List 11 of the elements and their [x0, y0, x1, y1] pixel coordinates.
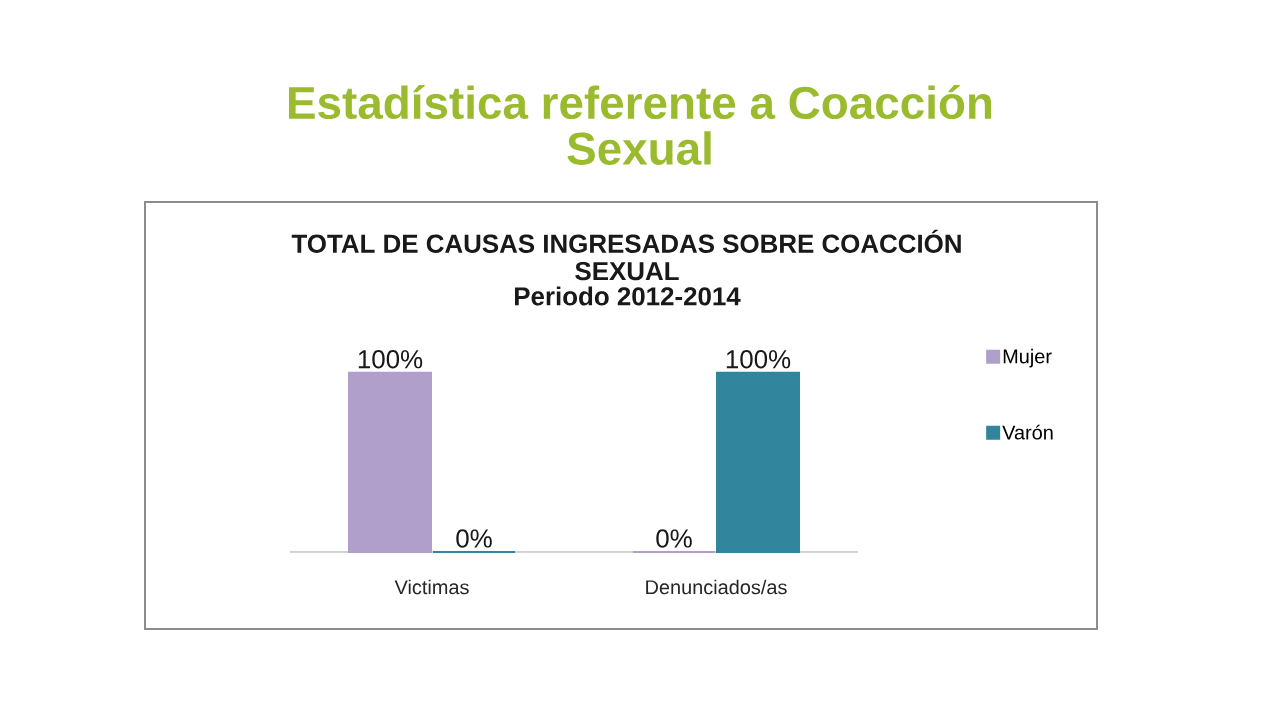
data-label: 0% — [456, 529, 492, 548]
data-label: 100% — [358, 350, 423, 369]
legend-label: Varón — [1002, 424, 1053, 440]
chart-title: Estadística referente a Coacción Sexual — [289, 85, 992, 165]
data-label: 100% — [726, 350, 791, 369]
text: Periodo 2012-2014 — [514, 286, 741, 306]
data-label: 0% — [656, 529, 692, 548]
x-tick-label: Victimas — [394, 579, 469, 595]
chart-subtitle: TOTAL DE CAUSAS INGRESADAS SOBRE COACCIÓN SEXUAL — [291, 229, 961, 281]
x-tick-label: Denunciados/as — [646, 579, 787, 595]
legend-label: Mujer — [1003, 348, 1052, 368]
